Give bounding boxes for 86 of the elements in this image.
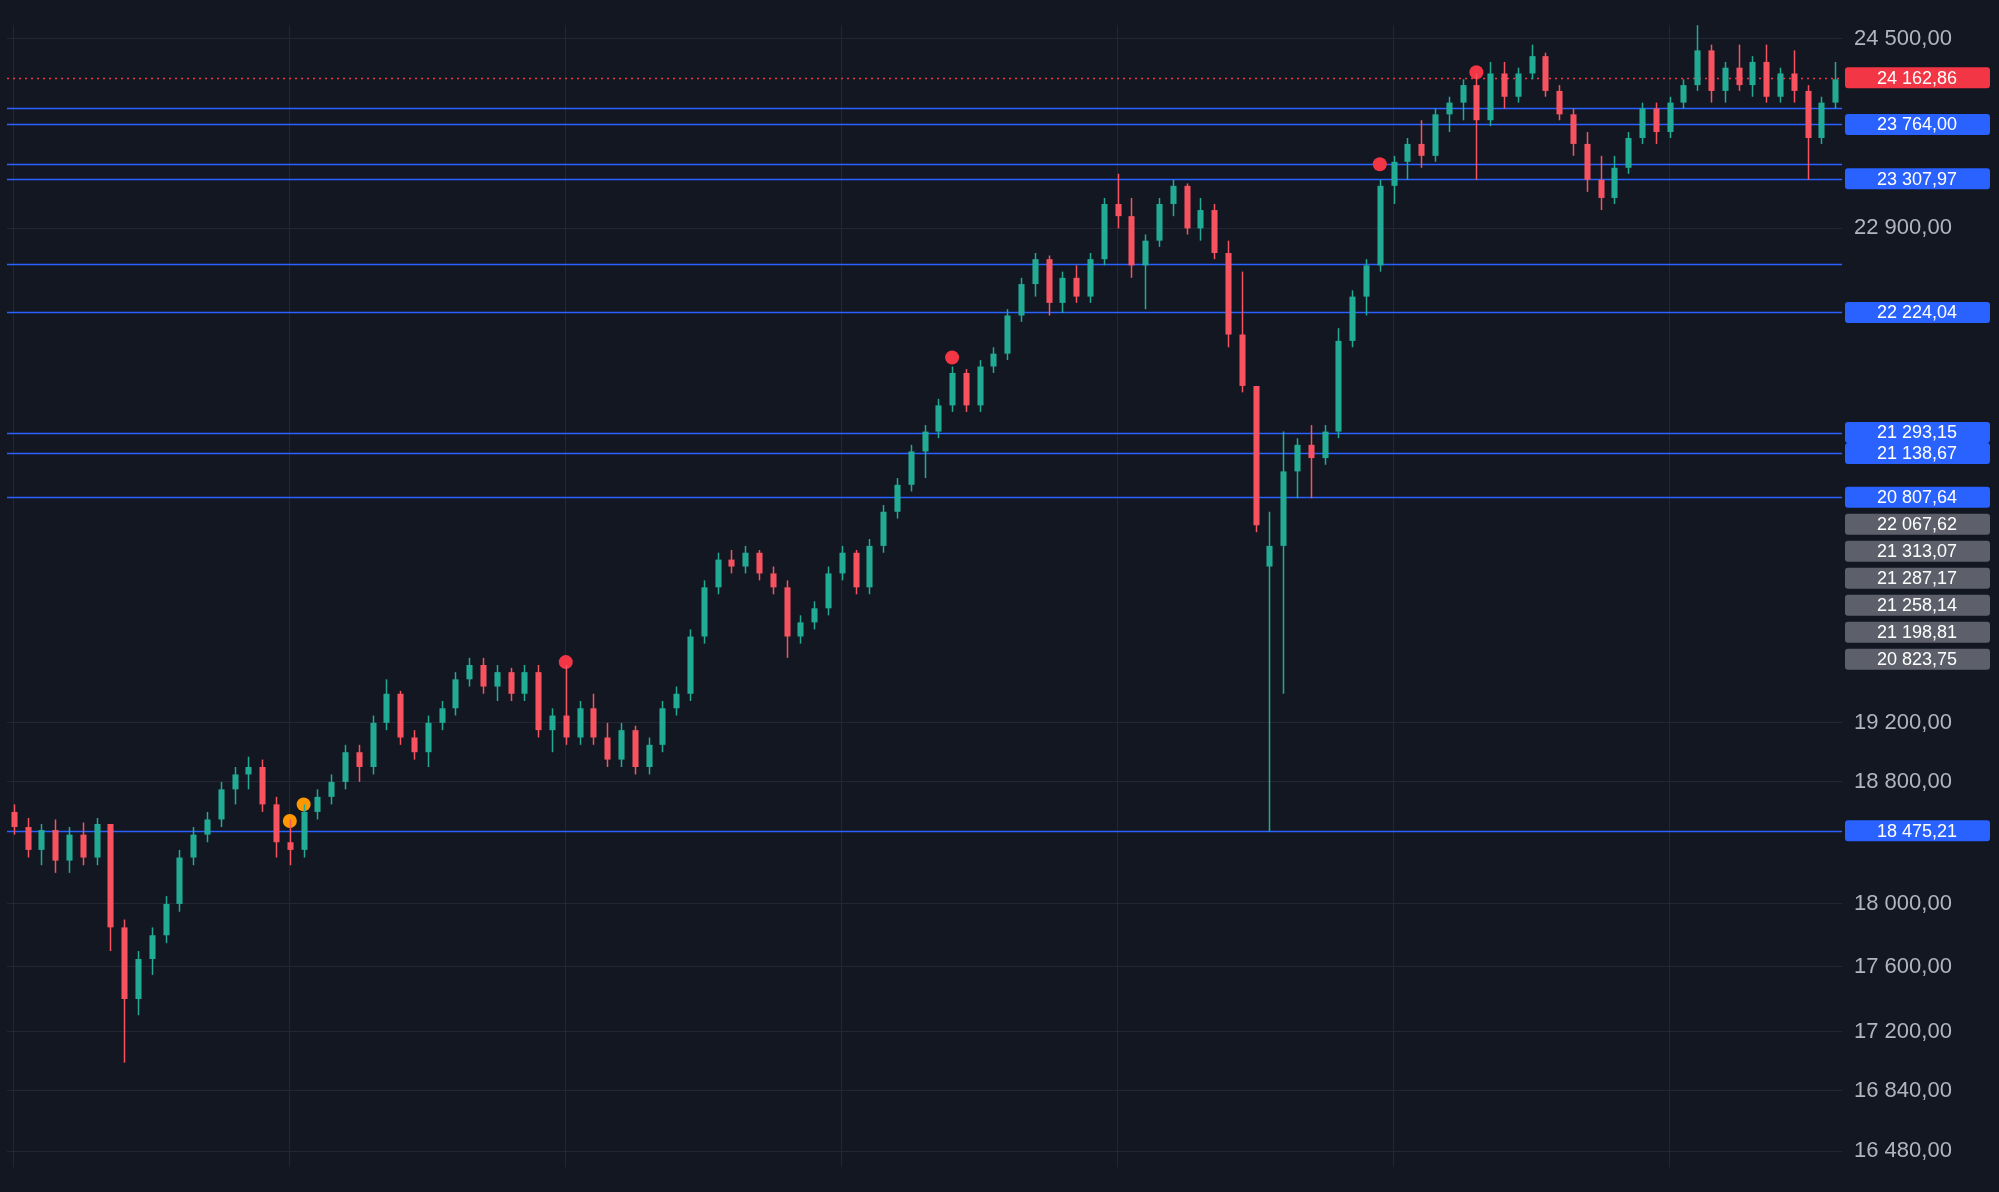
y-tick-label: 16 480,00	[1854, 1137, 1952, 1163]
candlestick	[480, 657, 487, 695]
candlestick	[1170, 179, 1177, 217]
candlestick	[1722, 61, 1729, 104]
point	[1372, 157, 1387, 172]
text: 22 067,62	[1876, 514, 1958, 535]
y-tick-label: 24 500,00	[1854, 24, 1952, 50]
candlestick	[232, 766, 239, 806]
candlestick	[742, 545, 749, 575]
candlestick	[1653, 101, 1660, 145]
candlestick	[770, 565, 777, 596]
candlestick	[25, 817, 32, 859]
candlestick	[990, 346, 997, 374]
y-tick-label: 16 840,00	[1854, 1076, 1952, 1102]
candlestick	[245, 755, 252, 791]
point	[945, 350, 960, 365]
candlestick	[204, 811, 211, 843]
candlestick	[1515, 66, 1522, 104]
ref-line-label: 24 162,86	[1876, 67, 1958, 88]
candlestick	[521, 664, 528, 702]
point	[282, 813, 297, 828]
candlestick	[1832, 61, 1839, 110]
text: 20 823,75	[1876, 649, 1958, 670]
point	[558, 655, 573, 670]
y-tick-label: 17 200,00	[1854, 1017, 1952, 1043]
candlestick	[1404, 137, 1411, 181]
text: 21 198,81	[1876, 622, 1958, 643]
candlestick	[1556, 84, 1563, 121]
point	[1469, 65, 1484, 80]
candlestick	[80, 821, 87, 866]
candlestick	[646, 736, 653, 776]
text: 21 313,07	[1876, 541, 1958, 562]
candlestick	[1446, 96, 1453, 133]
ref-line-label: 22 224,04	[1876, 302, 1958, 323]
point	[296, 797, 311, 812]
candlestick	[411, 729, 418, 761]
candlestick	[922, 424, 929, 479]
candlestick	[314, 788, 321, 821]
candlestick	[287, 818, 294, 866]
candlestick	[728, 549, 735, 575]
candlestick	[466, 657, 473, 688]
candlestick	[549, 707, 556, 753]
candlestick	[508, 667, 515, 702]
candlestick	[1073, 264, 1080, 304]
ref-line-label: 23 764,00	[1876, 114, 1958, 135]
text: 21 287,17	[1876, 568, 1958, 589]
candlestick	[494, 664, 501, 702]
candlestick	[1598, 155, 1605, 211]
y-tick-label: 18 000,00	[1854, 889, 1952, 915]
ref-line-label: 18 475,21	[1876, 820, 1958, 841]
candlestick	[1501, 61, 1508, 110]
ref-line-label: 20 807,64	[1876, 487, 1958, 508]
candlestick	[1460, 78, 1467, 121]
candlestick	[604, 722, 611, 768]
y-tick-label: 18 800,00	[1854, 767, 1952, 793]
candlestick	[1749, 55, 1756, 98]
candlestick	[839, 545, 846, 582]
candlestick	[811, 600, 818, 631]
candlestick	[1266, 511, 1273, 833]
candlestick	[756, 549, 763, 582]
candlestick	[1736, 43, 1743, 92]
candlestick	[38, 823, 45, 866]
candlestick	[1680, 78, 1687, 110]
y-tick-label: 19 200,00	[1854, 708, 1952, 734]
y-tick-label: 17 600,00	[1854, 953, 1952, 979]
ref-line-label: 21 138,67	[1876, 443, 1958, 464]
candlestick	[190, 826, 197, 866]
candlestick	[1529, 43, 1536, 81]
candlestick	[1418, 119, 1425, 169]
candlestick	[328, 773, 335, 806]
y-tick-label: 22 900,00	[1854, 214, 1952, 240]
candlestick	[356, 744, 363, 783]
candlestick	[563, 664, 570, 746]
candlestick	[797, 614, 804, 645]
candlestick	[11, 803, 18, 836]
candlestick	[1791, 49, 1798, 104]
ref-line-label: 21 293,15	[1876, 422, 1958, 443]
candlestick	[1777, 66, 1784, 104]
candlestick	[1308, 424, 1315, 500]
text: 21 258,14	[1876, 595, 1958, 616]
candlestick	[149, 926, 156, 976]
candlestick	[673, 685, 680, 717]
candlestick	[1197, 197, 1204, 242]
candlestick	[1115, 173, 1122, 230]
candlestick	[439, 700, 446, 731]
ref-line-label: 23 307,97	[1876, 168, 1958, 189]
